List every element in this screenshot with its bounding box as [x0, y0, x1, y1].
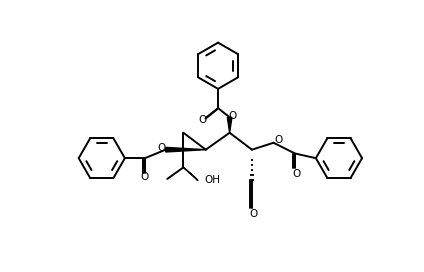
Text: O: O: [157, 143, 165, 153]
Polygon shape: [227, 117, 232, 133]
Polygon shape: [184, 167, 198, 181]
Text: O: O: [249, 209, 258, 219]
Polygon shape: [166, 147, 206, 152]
Text: O: O: [293, 169, 301, 179]
Text: O: O: [229, 111, 237, 121]
Text: OH: OH: [204, 175, 220, 186]
Text: O: O: [141, 172, 149, 183]
Text: O: O: [274, 135, 282, 145]
Text: O: O: [198, 115, 207, 125]
